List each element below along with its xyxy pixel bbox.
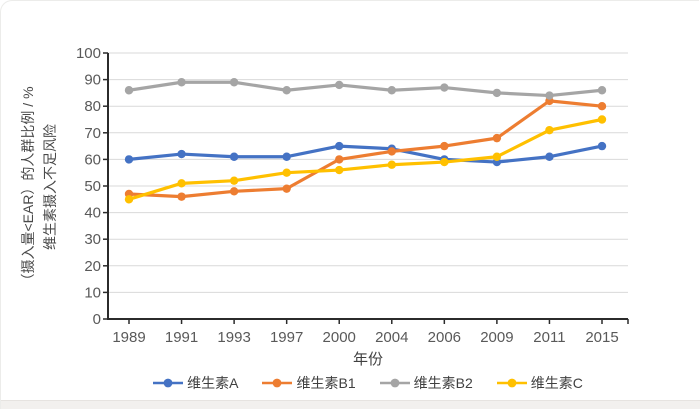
axis-line [107,53,628,320]
x-axis-title: 年份 [352,351,383,368]
series-marker-2 [282,86,291,95]
x-tick-label: 2006 [428,329,461,346]
series-marker-2 [545,91,554,100]
legend-marker-icon [496,378,527,388]
x-tick-label: 2000 [323,329,356,346]
series-line-3 [127,117,604,201]
x-tick-label: 1997 [270,329,303,346]
series-marker-3 [124,195,134,204]
series-marker-2 [177,78,186,87]
series-marker-3 [387,160,396,169]
bottom-strip [1,400,700,409]
series-marker-0 [282,152,291,161]
x-tick-label: 2011 [533,329,565,346]
legend-item-0: 维生素A [153,373,238,393]
series-marker-1 [597,102,607,111]
series-marker-3 [335,165,344,175]
series-marker-1 [335,155,344,164]
y-tick-label: 70 [84,125,101,142]
chart-legend: 维生素A 维生素B1 维生素B2 维生素C [108,373,628,393]
y-tick-label: 100 [76,45,101,62]
legend-marker-icon [153,378,184,388]
series-marker-2 [387,86,396,95]
series-marker-0 [597,141,607,151]
legend-label: 维生素B1 [296,375,356,391]
series-marker-2 [597,86,607,95]
series-marker-0 [229,152,239,161]
series-marker-2 [335,80,344,90]
series-line-2 [127,80,604,98]
series-marker-3 [440,157,449,167]
series-marker-2 [440,83,449,92]
series-marker-2 [124,86,134,95]
series-line-0 [127,144,604,164]
x-tick-label: 2009 [480,329,513,346]
series-marker-1 [492,133,502,143]
x-tick-label: 2004 [375,329,408,346]
x-tick-label: 1991 [165,329,198,346]
legend-item-1: 维生素B1 [262,373,356,393]
series-marker-3 [229,176,239,185]
series-marker-3 [177,179,186,188]
legend-marker-icon [262,378,293,388]
legend-label: 维生素A [187,375,239,391]
legend-item-2: 维生素B2 [379,373,473,393]
series-line-1 [127,99,604,199]
series-marker-2 [492,88,502,98]
series-marker-1 [229,187,239,196]
y-tick-label: 20 [84,258,101,275]
series-marker-3 [597,115,607,124]
legend-label: 维生素B2 [413,375,473,391]
y-tick-label: 60 [84,151,101,168]
series-marker-3 [282,168,291,177]
y-tick-label: 90 [84,72,101,89]
y-tick-label: 40 [84,205,101,222]
legend-marker-icon [379,378,410,388]
x-tick-label: 1993 [217,329,250,346]
legend-label: 维生素C [530,375,583,391]
series-marker-1 [282,184,291,193]
series-marker-1 [387,147,396,156]
y-tick-label: 10 [84,284,101,301]
y-tick-label: 30 [84,231,101,248]
x-tick-label: 1989 [112,329,145,346]
y-tick-label: 50 [84,178,101,195]
series-marker-0 [124,155,134,164]
x-tick-label: 2015 [585,329,618,346]
series-marker-3 [545,125,554,135]
series-marker-1 [440,141,449,151]
series-marker-0 [335,141,344,151]
series-marker-0 [177,149,186,159]
series-marker-0 [545,152,554,161]
series-marker-3 [492,152,502,161]
y-tick-label: 80 [84,98,101,115]
y-tick-label: 0 [93,311,101,328]
series-marker-1 [177,192,186,201]
series-marker-2 [229,78,239,87]
legend-item-3: 维生素C [496,373,583,393]
